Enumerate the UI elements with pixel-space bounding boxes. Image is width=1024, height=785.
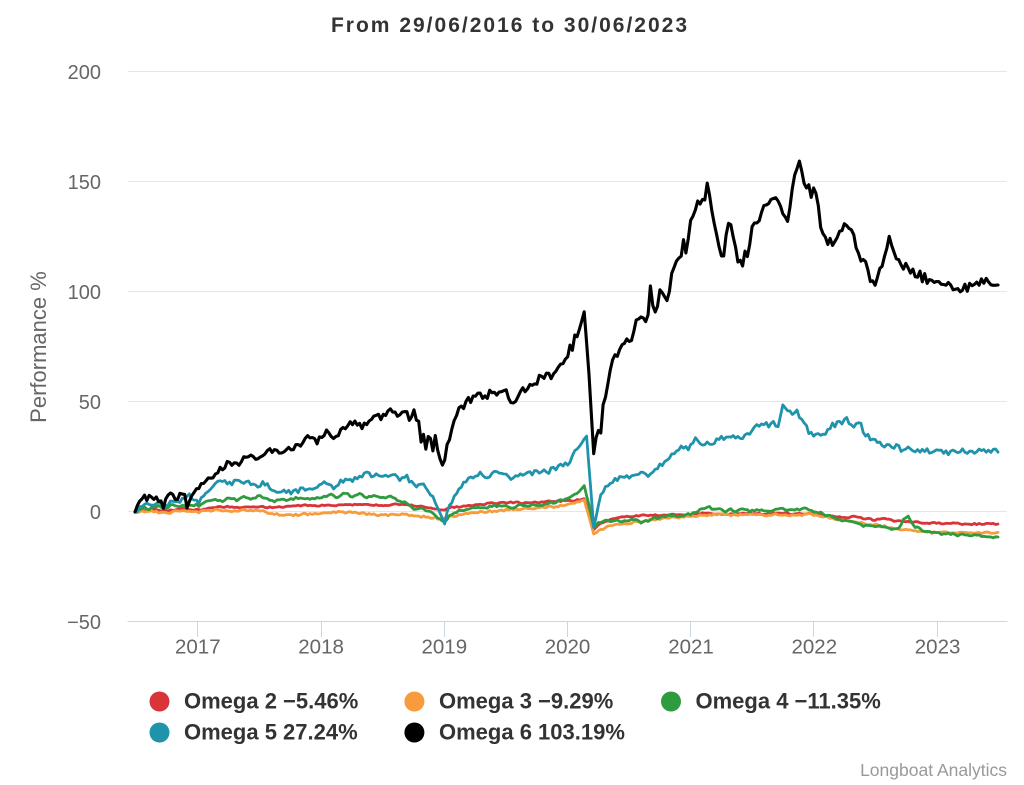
svg-text:Longboat Analytics: Longboat Analytics [860, 760, 1007, 780]
svg-text:150: 150 [68, 172, 101, 194]
svg-text:Omega 4 −11.35%: Omega 4 −11.35% [696, 689, 881, 714]
svg-text:Omega 3 −9.29%: Omega 3 −9.29% [439, 689, 613, 714]
svg-text:200: 200 [68, 62, 101, 84]
svg-text:From 29/06/2016 to 30/06/2023: From 29/06/2016 to 30/06/2023 [331, 14, 689, 37]
svg-text:2021: 2021 [668, 636, 714, 659]
svg-text:2020: 2020 [545, 636, 591, 659]
svg-text:2017: 2017 [175, 636, 221, 659]
svg-text:−50: −50 [67, 612, 101, 634]
svg-text:2018: 2018 [298, 636, 344, 659]
svg-text:2019: 2019 [421, 636, 467, 659]
svg-text:50: 50 [79, 392, 101, 414]
svg-text:Omega 6 103.19%: Omega 6 103.19% [439, 720, 625, 745]
svg-text:Omega 5 27.24%: Omega 5 27.24% [184, 720, 358, 745]
svg-text:2022: 2022 [791, 636, 837, 659]
svg-text:100: 100 [68, 282, 101, 304]
svg-text:2023: 2023 [915, 636, 961, 659]
svg-text:Performance %: Performance % [26, 271, 51, 423]
svg-text:Omega 2 −5.46%: Omega 2 −5.46% [184, 689, 358, 714]
svg-text:0: 0 [90, 502, 101, 524]
